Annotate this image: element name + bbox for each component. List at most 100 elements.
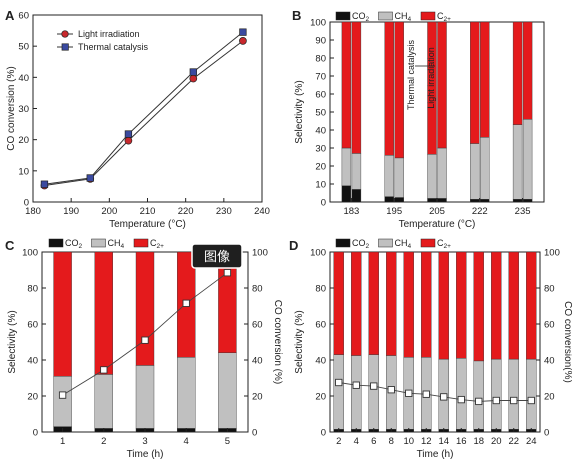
panel-c-conversion-point [58,391,67,399]
panel-d-bar-c2+ [438,251,449,360]
panel-d-xtick-label: 4 [354,436,359,447]
panel-b-xtick-label: 183 [343,206,359,217]
panel-d-xtick-label: 14 [438,436,449,447]
panel-d-bar-c2+ [491,251,502,360]
panel-d-legend-swatch-2 [420,238,436,248]
panel-d-bar-c2+ [386,251,397,356]
panel-b-legend-label-0: CO2 [352,11,370,23]
panel-c-bar-c2+ [94,251,114,375]
panel-b-legend-label-2: C2+ [437,11,451,23]
panel-d-xtick-label: 6 [371,436,376,447]
panel-b-bar-thermal-ch4 [427,154,437,199]
panel-b-bar-light-c2+ [351,21,362,154]
panel-b-legend-label-1: CH4 [395,11,412,23]
panel-d-conversion-point [370,382,378,390]
panel-d-bar-ch4 [368,354,379,430]
panel-d-conversion-point [335,378,343,387]
panel-d-y2tick-label: 20 [544,392,555,403]
panel-b-xtick-label: 205 [429,206,445,217]
panel-a-ylabel: CO conversion (%) [6,66,17,150]
panel-d-bar-c2+ [508,251,519,360]
panel-c-conversion-point [223,269,232,277]
panel-d-conversion-point [440,393,448,401]
panel-d-bar-c2+ [351,251,362,356]
panel-c-ytick-label: 80 [27,284,38,295]
panel-d-ytick-label: 20 [315,392,326,403]
panel-c-ytick-label: 100 [22,248,38,259]
panel-d-xlabel: Time (h) [417,449,454,460]
panel-d-xtick-label: 22 [508,436,519,447]
panel-a-ytick-label: 50 [18,42,29,53]
panel-b-annot-thermal: Thermal catalysis [406,39,416,110]
panel-a-point-square [40,180,49,188]
panel-d-y2tick-label: 0 [544,428,549,439]
panel-c-ylabel: Selectivity (%) [7,310,18,373]
panel-b-bar-thermal-co2 [341,185,352,203]
panel-c-y2tick-label: 0 [252,428,257,439]
panel-d-bar-ch4 [333,354,344,430]
panel-b-ytick-label: 100 [310,18,326,29]
panel-c-legend-label-1: CH4 [108,238,125,250]
panel-c-y2tick-label: 60 [252,320,263,331]
panel-d-bar-ch4 [456,358,467,430]
panel-b-ytick-label: 80 [315,54,326,65]
panel-b-ytick-label: 70 [315,72,326,83]
panel-c-y2tick-label: 80 [252,284,263,295]
panel-d-y2tick-label: 60 [544,320,555,331]
panel-d-frame [329,251,541,433]
image-badge-bg [191,243,243,269]
panel-a-legend-label-1: Thermal catalysis [78,42,149,52]
panel-d-xtick-label: 10 [403,436,414,447]
panel-a-xlabel: Temperature (°C) [109,219,186,230]
panel-b-bar-light-c2+ [522,21,533,120]
panel-b-xtick-label: 222 [472,206,488,217]
panel-a-ytick-label: 30 [18,104,29,115]
panel-b-ytick-label: 40 [315,126,326,137]
panel-b-bar-light-co2 [394,197,404,203]
panel-d-conversion-point [457,395,465,404]
panel-d-conversion-point [510,396,518,405]
panel-d-ytick-label: 60 [315,320,326,331]
panel-b-bar-light-co2 [480,199,490,203]
panel-b-bar-light-c2+ [480,21,490,138]
panel-d-conversion-point [492,396,500,405]
panel-b-bar-thermal-c2+ [341,21,352,149]
panel-c-bar-ch4 [53,376,72,427]
panel-d-bar-c2+ [333,251,344,355]
panel-a-point-circle [239,37,247,45]
panel-a-series-line-0 [44,40,244,186]
panel-a-legend-label-0: Light irradiation [78,29,140,39]
panel-b-ytick-label: 90 [315,36,326,47]
panel-c-legend-swatch-0 [48,238,64,248]
panel-c-xtick-label: 4 [184,436,189,447]
panel-b-letter: B [292,8,301,23]
panel-d-legend-swatch-0 [335,238,351,248]
panel-c-xtick-label: 1 [60,436,65,447]
panel-b-bar-light-co2 [351,189,362,203]
panel-d-legend-swatch-1 [378,238,393,248]
panel-c-bar-ch4 [135,365,155,429]
panel-d-legend-label-0: CO2 [352,238,370,250]
panel-c-bar-ch4 [94,374,114,429]
panel-a-ytick-label: 0 [24,198,29,209]
panel-b-bar-thermal-co2 [470,199,480,203]
panel-d-xtick-label: 18 [473,436,484,447]
panel-b-bar-thermal-ch4 [470,143,480,200]
panel-b-legend-swatch-1 [378,11,393,21]
panel-d-conversion-point [527,396,535,405]
panel-b-legend-swatch-0 [335,11,351,21]
panel-b-annot-light: Light irradiation [426,47,436,109]
panel-c-xlabel: Time (h) [127,449,164,460]
panel-d-bar-ch4 [508,358,519,430]
panel-d-conversion-line [338,382,532,402]
panel-c-y2tick-label: 20 [252,392,263,403]
panel-d-y2tick-label: 80 [544,284,555,295]
panel-d-bar-c2+ [368,251,379,355]
panel-b-xlabel: Temperature (°C) [399,219,476,230]
panel-b-legend-swatch-2 [420,11,436,21]
panel-d-ylabel: Selectivity (%) [294,310,305,373]
panel-c-xtick-label: 2 [101,436,106,447]
panel-c-legend-label-2: C2+ [150,238,164,250]
panel-d-bar-ch4 [473,360,484,430]
